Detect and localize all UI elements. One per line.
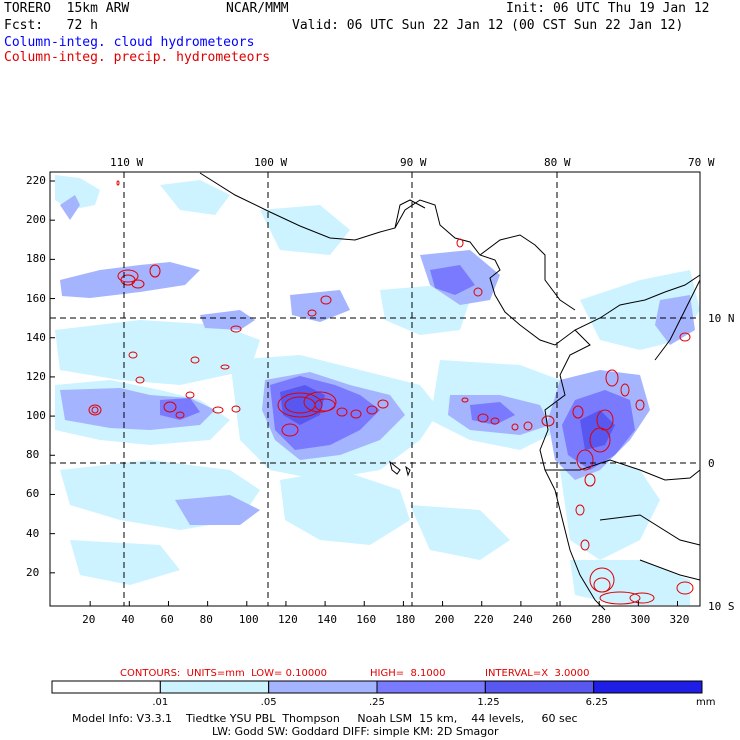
x-tick-label: 220 [473, 613, 494, 626]
x-tick-label: 160 [356, 613, 377, 626]
map-frame [49, 171, 701, 607]
contour-units: CONTOURS: UNITS=mm LOW= 0.10000 [120, 668, 327, 679]
x-tick-label: 140 [317, 613, 337, 626]
y-tick-label: 80 [26, 448, 40, 462]
lon-label-90w: 90 W [400, 156, 427, 169]
field-precip-label: Column-integ. precip. hydrometeors [4, 50, 271, 65]
cloud-field-top [280, 385, 615, 450]
forecast-hour: Fcst: 72 h [4, 18, 98, 33]
graticule [50, 172, 700, 606]
colorbar-level-label: 1.25 [477, 697, 500, 708]
precip-contours [88, 180, 694, 605]
frame-ticks [50, 180, 679, 606]
lon-label-80w: 80 W [544, 156, 571, 169]
x-tick-label: 80 [199, 613, 213, 626]
center-name: NCAR/MMM [226, 1, 289, 16]
y-tick-label: 20 [26, 565, 40, 579]
x-tick-label: 200 [434, 613, 455, 626]
y-tick-label: 160 [26, 291, 46, 305]
x-tick-label: 280 [591, 613, 612, 626]
coastlines [199, 172, 701, 611]
x-tick-label: 40 [121, 613, 135, 626]
colorbar-level-label: .01 [152, 697, 169, 708]
x-tick-label: 120 [277, 613, 298, 626]
init-time: Init: 06 UTC Thu 19 Jan 12 [506, 1, 710, 16]
lon-label-110w: 110 W [110, 156, 144, 169]
colorbar-swatch [484, 680, 595, 694]
y-tick-label: 200 [26, 213, 46, 227]
model-title: TORERO 15km ARW [4, 1, 130, 16]
lon-label-100w: 100 W [254, 156, 288, 169]
y-tick-label: 100 [26, 409, 46, 423]
contour-interval: INTERVAL=X 3.0000 [485, 668, 590, 679]
x-tick-label: 320 [669, 613, 690, 626]
lat-label-10s: 10 S [708, 600, 735, 613]
x-tick-label: 260 [552, 613, 572, 626]
model-info-line2: LW: Godd SW: Goddard DIFF: simple KM: 2D… [212, 725, 499, 738]
x-tick-label: 60 [160, 613, 174, 626]
colorbar-swatch [51, 680, 161, 694]
y-tick-label: 60 [26, 487, 40, 501]
colorbar-level-label: 6.25 [585, 697, 608, 708]
y-tick-label: 40 [26, 526, 40, 540]
y-tick-label: 140 [26, 330, 46, 344]
x-tick-label: 180 [395, 613, 416, 626]
x-tick-label: 300 [630, 613, 651, 626]
contour-high: HIGH= 8.1000 [370, 668, 446, 679]
model-info-line1: Model Info: V3.3.1 Tiedtke YSU PBL Thomp… [72, 712, 578, 725]
lat-label-0: 0 [708, 457, 715, 470]
y-tick-label: 180 [26, 252, 46, 266]
colorbar-swatch [376, 680, 486, 694]
y-tick-label: 220 [26, 174, 46, 187]
colorbar-level-label: .25 [369, 697, 385, 708]
lat-label-10n: 10 N [708, 312, 735, 325]
colorbar-swatch [268, 680, 378, 694]
x-tick-label: 240 [512, 613, 533, 626]
colorbar-swatch [593, 680, 703, 694]
colorbar-swatch [159, 680, 270, 694]
field-cloud-label: Column-integ. cloud hydrometeors [4, 35, 255, 50]
colorbar-level-label: .05 [260, 697, 277, 708]
x-tick-label: 20 [82, 613, 96, 626]
y-tick-label: 120 [26, 369, 46, 383]
x-tick-label: 100 [238, 613, 259, 626]
colorbar-units: mm [696, 697, 716, 708]
valid-time: Valid: 06 UTC Sun 22 Jan 12 (00 CST Sun … [292, 18, 684, 33]
lon-label-70w: 70 W [688, 156, 715, 169]
